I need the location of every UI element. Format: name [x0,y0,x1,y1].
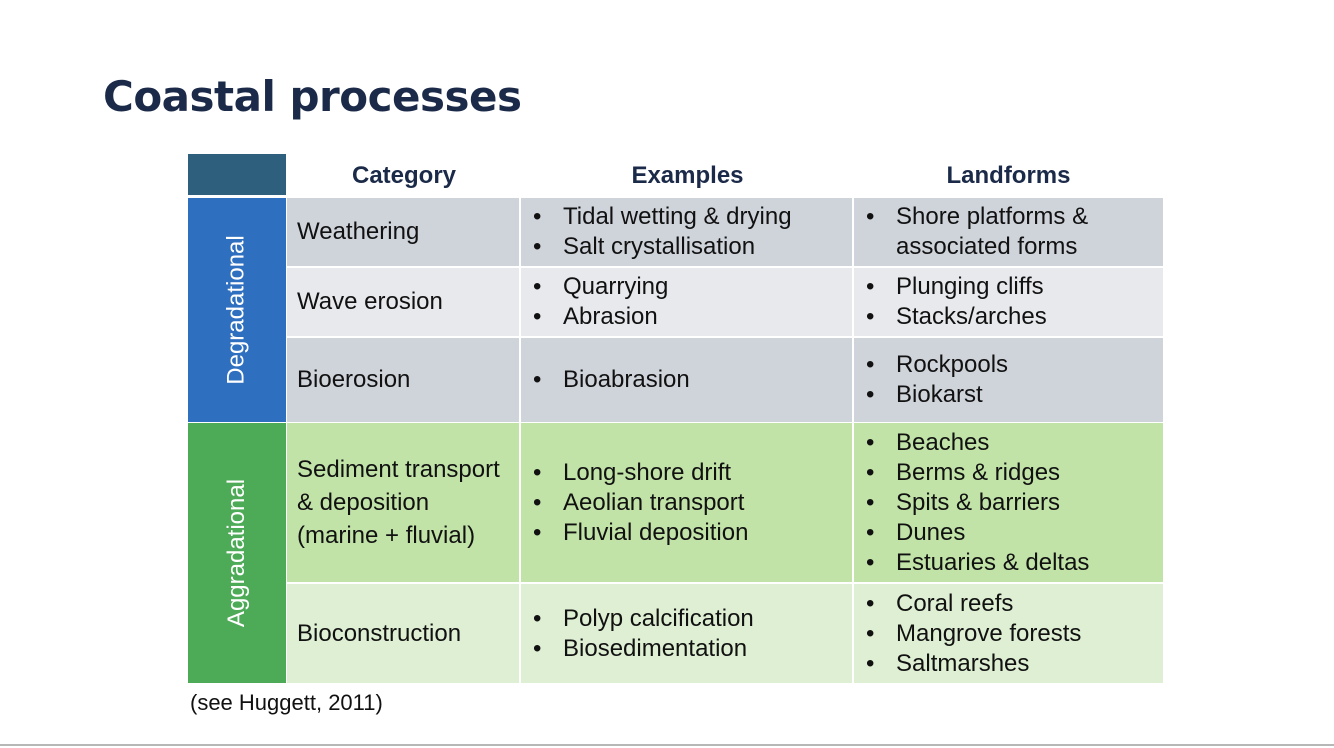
category-cell: Bioerosion [287,338,521,422]
examples-cell: Quarrying Abrasion [521,268,854,336]
list-item: Mangrove forests [866,619,1163,649]
group-degradational: Degradational [188,198,286,422]
list-item: Biokarst [866,380,1163,410]
header-examples: Examples [631,162,744,189]
list-item: Fluvial deposition [533,518,852,548]
list-item: Plunging cliffs [866,272,1163,302]
table-row: Wave erosion Quarrying Abrasion Plunging… [287,268,1163,336]
list-item: Bioabrasion [533,365,852,395]
examples-cell: Long-shore drift Aeolian transport Fluvi… [521,423,854,582]
landforms-cell: Beaches Berms & ridges Spits & barriers … [854,423,1163,582]
list-item: Saltmarshes [866,649,1163,679]
landforms-cell: Plunging cliffs Stacks/arches [854,268,1163,336]
list-item: Polyp calcification [533,604,852,634]
list-item: Rockpools [866,350,1163,380]
examples-cell: Bioabrasion [521,338,854,422]
list-item: Tidal wetting & drying [533,202,852,232]
examples-cell: Tidal wetting & drying Salt crystallisat… [521,198,854,266]
list-item: Coral reefs [866,589,1163,619]
table-corner-cell [188,154,286,195]
category-cell: Sediment transport & deposition (marine … [287,423,521,582]
header-category: Category [351,162,457,189]
landforms-cell: Coral reefs Mangrove forests Saltmarshes [854,584,1163,683]
examples-cell: Polyp calcification Biosedimentation [521,584,854,683]
header-landforms: Landforms [946,162,1071,189]
list-item: Stacks/arches [866,302,1163,332]
list-item: Aeolian transport [533,488,852,518]
slide-title: Coastal processes [103,72,522,121]
category-cell: Wave erosion [287,268,521,336]
landforms-cell: Shore platforms & associated forms [854,198,1163,266]
table-row: Bioconstruction Polyp calcification Bios… [287,584,1163,683]
category-cell: Weathering [287,198,521,266]
list-item: Biosedimentation [533,634,852,664]
divider [0,744,1334,746]
list-item: Quarrying [533,272,852,302]
list-item: Shore platforms & associated forms [866,202,1163,262]
citation: (see Huggett, 2011) [190,690,383,715]
list-item: Salt crystallisation [533,232,852,262]
table-row: Weathering Tidal wetting & drying Salt c… [287,198,1163,266]
landforms-cell: Rockpools Biokarst [854,338,1163,422]
group-label-aggradational: Aggradational [223,478,250,628]
list-item: Beaches [866,428,1163,458]
list-item: Dunes [866,518,1163,548]
table-row: Sediment transport & deposition (marine … [287,423,1163,582]
group-aggradational: Aggradational [188,423,286,683]
table-row: Bioerosion Bioabrasion Rockpools Biokars… [287,338,1163,422]
group-label-degradational: Degradational [223,235,250,385]
list-item: Abrasion [533,302,852,332]
list-item: Berms & ridges [866,458,1163,488]
list-item: Long-shore drift [533,458,852,488]
list-item: Spits & barriers [866,488,1163,518]
category-cell: Bioconstruction [287,584,521,683]
list-item: Estuaries & deltas [866,548,1163,578]
